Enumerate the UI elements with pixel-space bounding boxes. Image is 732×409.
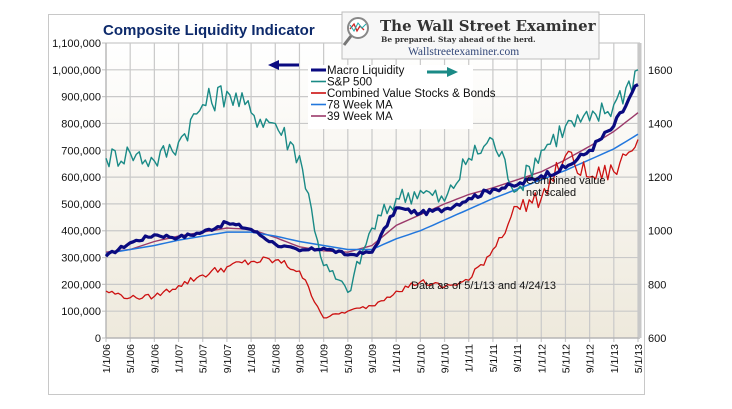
legend-label: 78 Week MA (327, 100, 393, 112)
x-tick-label: 5/1/12 (560, 344, 572, 373)
y-left-tick-label: 300,000 (61, 253, 101, 265)
y-left-tick-label: 700,000 (61, 145, 101, 157)
x-tick-label: 9/1/07 (222, 344, 234, 373)
y-left-tick-label: 1,000,000 (52, 65, 101, 77)
x-tick-label: 9/1/08 (294, 344, 306, 373)
x-tick-label: 5/1/13 (633, 344, 645, 373)
x-tick-label: 5/1/11 (488, 344, 500, 373)
y-left-tick-label: 200,000 (61, 279, 101, 291)
series-line-combined-value-stocks-bonds (105, 139, 639, 319)
y-left-tick-label: 0 (95, 333, 101, 345)
x-tick-label: 1/1/09 (319, 344, 331, 373)
x-tick-label: 1/1/06 (101, 344, 113, 373)
logo-title: The Wall Street Examiner (380, 17, 597, 35)
x-tick-label: 9/1/12 (585, 344, 597, 373)
x-tick-label: 9/1/10 (440, 344, 452, 373)
annotation-combined-value: Combined value (526, 175, 606, 187)
series-group (104, 69, 639, 319)
y-left-tick-label: 100,000 (61, 306, 101, 318)
x-tick-label: 5/1/10 (415, 344, 427, 373)
y-right-tick-label: 1000 (648, 226, 672, 238)
logo: The Wall Street Examiner Be prepared. St… (341, 11, 600, 60)
y-left-tick-label: 1,100,000 (52, 38, 101, 50)
left-arrow-icon (268, 60, 299, 70)
legend-label: Macro Liquidity (327, 65, 405, 77)
series-line-macro-liquidity (104, 83, 639, 258)
logo-tagline: Be prepared. Stay ahead of the herd. (381, 35, 536, 44)
y-left-tick-label: 500,000 (61, 199, 101, 211)
x-tick-label: 1/1/07 (174, 344, 186, 373)
y-right-tick-label: 1400 (648, 118, 672, 130)
y-axis-right: 600 800 1000 1200 1400 1600 (648, 65, 672, 345)
annotation-not-scaled: not scaled (526, 187, 576, 199)
logo-url: Wallstreetexaminer.com (408, 46, 519, 58)
chart-title: Composite Liquidity Indicator (103, 22, 315, 39)
annotation-data-date: Data as of 5/1/13 and 4/24/13 (411, 280, 556, 292)
x-tick-label: 1/1/11 (464, 344, 476, 373)
legend-label: Combined Value Stocks & Bonds (327, 88, 496, 100)
x-tick-label: 1/1/12 (536, 344, 548, 373)
x-tick-label: 5/1/06 (125, 344, 137, 373)
right-arrow-icon (427, 67, 458, 77)
y-left-tick-label: 900,000 (61, 92, 101, 104)
x-tick-label: 9/1/09 (367, 344, 379, 373)
y-left-tick-label: 800,000 (61, 118, 101, 130)
legend-label: 39 Week MA (327, 111, 393, 123)
y-right-tick-label: 1600 (648, 65, 672, 77)
x-axis: 1/1/06 5/1/06 9/1/06 1/1/07 5/1/07 9/1/07 1/1/… (101, 344, 645, 373)
x-tick-label: 9/1/11 (512, 344, 524, 373)
legend-box (308, 65, 473, 129)
y-right-tick-label: 1200 (648, 172, 672, 184)
y-left-tick-label: 600,000 (61, 172, 101, 184)
magnifier-chart-icon (342, 17, 369, 46)
y-left-tick-label: 400,000 (61, 226, 101, 238)
y-right-tick-label: 600 (648, 333, 666, 345)
x-tick-label: 1/1/13 (609, 344, 621, 373)
x-tick-label: 1/1/10 (391, 344, 403, 373)
x-tick-label: 5/1/09 (343, 344, 355, 373)
series-line-s-p-500 (105, 69, 639, 294)
x-tick-label: 5/1/07 (198, 344, 210, 373)
x-tick-label: 5/1/08 (270, 344, 282, 373)
x-tick-label: 1/1/08 (246, 344, 258, 373)
y-axis-left: 0 100,000 200,000 300,000 400,000 500,000 600,… (52, 38, 101, 345)
x-tick-label: 9/1/06 (149, 344, 161, 373)
legend-label: S&P 500 (327, 77, 372, 89)
logo-box (341, 11, 600, 60)
y-right-tick-label: 800 (648, 279, 666, 291)
